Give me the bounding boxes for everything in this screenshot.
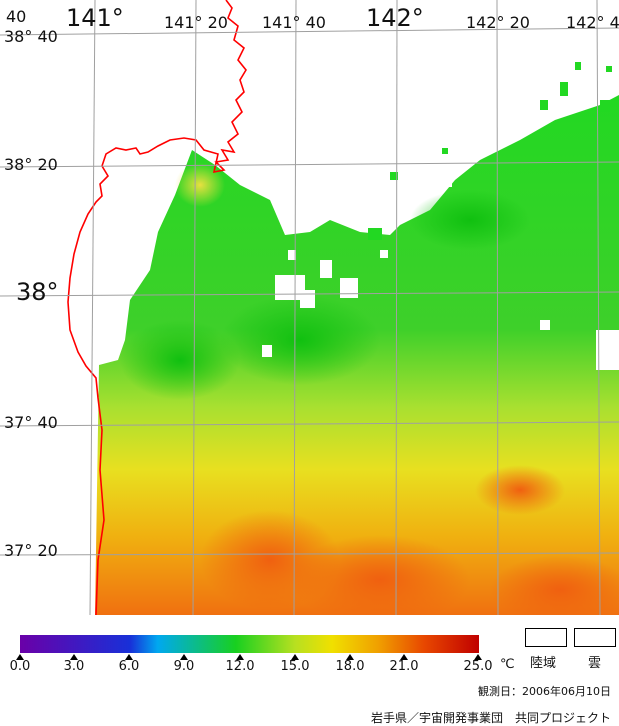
colorbar-tick-label: 21.0 [389,659,419,674]
scattered-pixels [368,62,612,240]
colorbar-tick [180,654,188,660]
land-key-label: 陸域 [530,656,557,671]
lon-label-142-40: 142° 4 [566,13,619,32]
colorbar-tick-label: 15.0 [280,659,310,674]
lon-label-141-40: 141° 40 [262,13,326,32]
cloud-key-box [574,628,616,647]
colorbar-tick [346,654,354,660]
observation-date: 観測日：2006年06月10日 [478,685,611,698]
colorbar-tick [291,654,299,660]
sst-map: 40 141° 141° 20 141° 40 142° 142° 20 142… [0,0,619,615]
colorbar-tick [125,654,133,660]
credit-line: 岩手県／宇宙開発事業団 共同プロジェクト [370,711,611,725]
colorbar-tick-label: 12.0 [225,659,255,674]
colorbar-tick-label: 18.0 [335,659,365,674]
colorbar-tick [400,654,408,660]
sst-field [95,95,619,615]
lat-label-38: 38° [16,278,59,306]
lon-label-142-20: 142° 20 [466,13,530,32]
colorbar-tick-label: 0.0 [9,659,31,674]
graticule [0,0,619,615]
lat-label-37-40: 37° 40 [4,413,58,432]
lon-label-141: 141° [66,4,124,32]
corner-label: 40 [6,7,26,26]
lon-label-141-20: 141° 20 [164,13,228,32]
lat-label-38-20: 38° 20 [4,155,58,174]
lat-label-38-40: 38° 40 [4,27,58,46]
temperature-colorbar [20,635,479,653]
cloud-gaps [262,175,619,370]
colorbar-tick [474,654,482,660]
temperature-unit: ℃ [500,657,515,672]
land-key-box [525,628,567,647]
cloud-key-label: 雲 [588,656,602,671]
colorbar-tick-label: 3.0 [63,659,85,674]
coastline [67,0,247,615]
colorbar-tick-label: 9.0 [173,659,195,674]
colorbar-tick-label: 25.0 [463,659,493,674]
lon-label-142: 142° [366,4,424,32]
colorbar-tick [236,654,244,660]
legend: 0.0 3.0 6.0 9.0 12.0 15.0 18.0 21.0 25.0… [0,615,619,725]
lat-label-37-20: 37° 20 [4,541,58,560]
colorbar-tick [70,654,78,660]
colorbar-tick [16,654,24,660]
colorbar-tick-label: 6.0 [118,659,140,674]
